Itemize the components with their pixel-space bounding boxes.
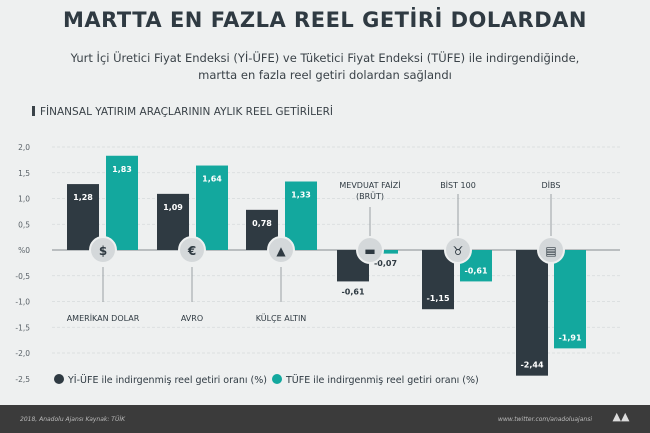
- data-label: -1,91: [558, 333, 581, 342]
- chart-title: FİNANSAL YATIRIM ARAÇLARININ AYLIK REEL …: [32, 106, 333, 118]
- icon-circle: [356, 236, 384, 264]
- y-tick-label: -1,0: [15, 298, 30, 307]
- bar-tufe: [106, 155, 138, 250]
- dollar-icon: $: [99, 244, 107, 258]
- subtitle-line-2: martta en fazla reel getiri dolardan sağ…: [198, 68, 452, 82]
- bar-yiufe: [516, 250, 548, 376]
- data-label: 1,28: [73, 193, 93, 202]
- y-tick-label: -2,0: [15, 349, 30, 358]
- y-tick-label: 0,5: [18, 220, 30, 229]
- icon-circle: [267, 236, 295, 264]
- data-label: 1,33: [291, 191, 311, 200]
- aa-logo: ▲▲: [612, 410, 630, 423]
- footer-link[interactable]: www.twitter.com/anadoluajansi: [498, 416, 592, 423]
- icon-circle: [537, 236, 565, 264]
- page-title: MARTTA EN FAZLA REEL GETİRİ DOLARDAN: [63, 8, 587, 32]
- data-label: -2,44: [520, 361, 543, 370]
- bull-icon: ♉: [453, 244, 464, 258]
- bar-tufe: [285, 181, 317, 250]
- money-icon: ▬: [364, 244, 375, 258]
- category-label: KÜLÇE ALTIN: [256, 313, 307, 323]
- category-label: DİBS: [542, 180, 561, 190]
- bar-yiufe: [67, 184, 99, 250]
- category-label: MEVDUAT FAİZİ: [339, 180, 400, 190]
- subtitle-line-1: Yurt İçi Üretici Fiyat Endeksi (Yİ-ÜFE) …: [70, 51, 580, 65]
- bar-tufe: [373, 250, 398, 254]
- bar-tufe: [554, 250, 586, 349]
- category-label: BİST 100: [440, 180, 476, 190]
- data-label: 1,83: [112, 165, 132, 174]
- data-label: 0,78: [252, 219, 272, 228]
- y-tick-label: 1,5: [18, 169, 30, 178]
- y-tick-label: 1,0: [18, 195, 30, 204]
- bar-tufe: [196, 165, 228, 250]
- data-label: 1,64: [202, 175, 222, 184]
- legend-swatch-yiufe: [54, 374, 64, 384]
- subtitle: Yurt İçi Üretici Fiyat Endeksi (Yİ-ÜFE) …: [60, 50, 590, 84]
- euro-icon: €: [187, 244, 196, 258]
- y-tick-label: -0,5: [15, 272, 30, 281]
- data-label: -0,61: [341, 287, 364, 296]
- legend-label-yiufe: Yİ-ÜFE ile indirgenmiş reel getiri oranı…: [67, 375, 267, 386]
- y-tick-label: %0: [18, 246, 30, 255]
- legend-swatch-tufe: [272, 374, 282, 384]
- data-label: 1,09: [163, 203, 183, 212]
- category-label: AVRO: [181, 314, 203, 323]
- y-tick-label: -1,5: [15, 323, 30, 332]
- data-label: -1,15: [426, 294, 449, 303]
- icon-circle: [89, 236, 117, 264]
- y-tick-label: -2,5: [15, 375, 30, 384]
- category-label: AMERİKAN DOLAR: [67, 313, 140, 323]
- document-icon: ▤: [545, 244, 556, 258]
- icon-circle: [444, 236, 472, 264]
- y-tick-label: 2,0: [18, 143, 30, 152]
- footer-credit: 2018, Anadolu Ajansı Kaynak: TÜİK: [20, 416, 126, 423]
- bar-chart: 2,0 1,5 1,0 0,5 %0 -0,5 -1,0 -1,5 -2,0 -2,5 1,28 1,…: [15, 143, 620, 386]
- data-label: -0,61: [464, 266, 487, 275]
- data-label: -0,07: [374, 259, 397, 268]
- footer: 2018, Anadolu Ajansı Kaynak: TÜİK www.tw…: [0, 405, 650, 433]
- legend-label-tufe: TÜFE ile indirgenmiş reel getiri oranı (…: [285, 375, 479, 386]
- category-label: (BRÜT): [356, 191, 384, 201]
- icon-circle: [178, 236, 206, 264]
- gold-bar-icon: ▲: [276, 244, 286, 258]
